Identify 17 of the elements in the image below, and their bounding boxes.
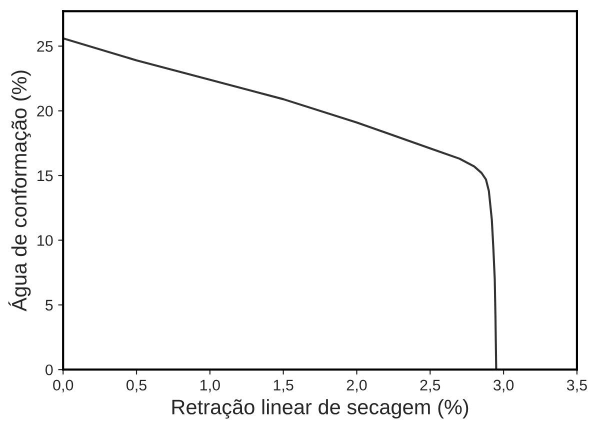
x-tick-label: 0,5	[126, 380, 146, 392]
x-tick-label: 3,5	[566, 380, 587, 392]
y-tick-label: 20	[37, 106, 53, 117]
x-axis-title: Retração linear de secagem (%)	[172, 399, 468, 419]
y-tick-label: 15	[38, 170, 53, 182]
y-tick-label: 10	[38, 235, 53, 246]
y-tick-label: 0	[45, 364, 53, 376]
x-tick-label: 0,0	[53, 380, 74, 392]
x-tick-label: 2,0	[346, 380, 367, 392]
x-tick-label: 1,0	[200, 380, 220, 392]
x-tick-label: 2,5	[420, 380, 440, 392]
x-tick-label: 3,0	[494, 380, 514, 392]
y-tick-label: 5	[46, 300, 53, 311]
x-tick-label: 1,5	[274, 380, 294, 392]
line-series	[63, 37, 498, 370]
y-axis-title: Água de conformação (%)	[8, 70, 31, 312]
y-tick-label: 25	[37, 41, 53, 52]
